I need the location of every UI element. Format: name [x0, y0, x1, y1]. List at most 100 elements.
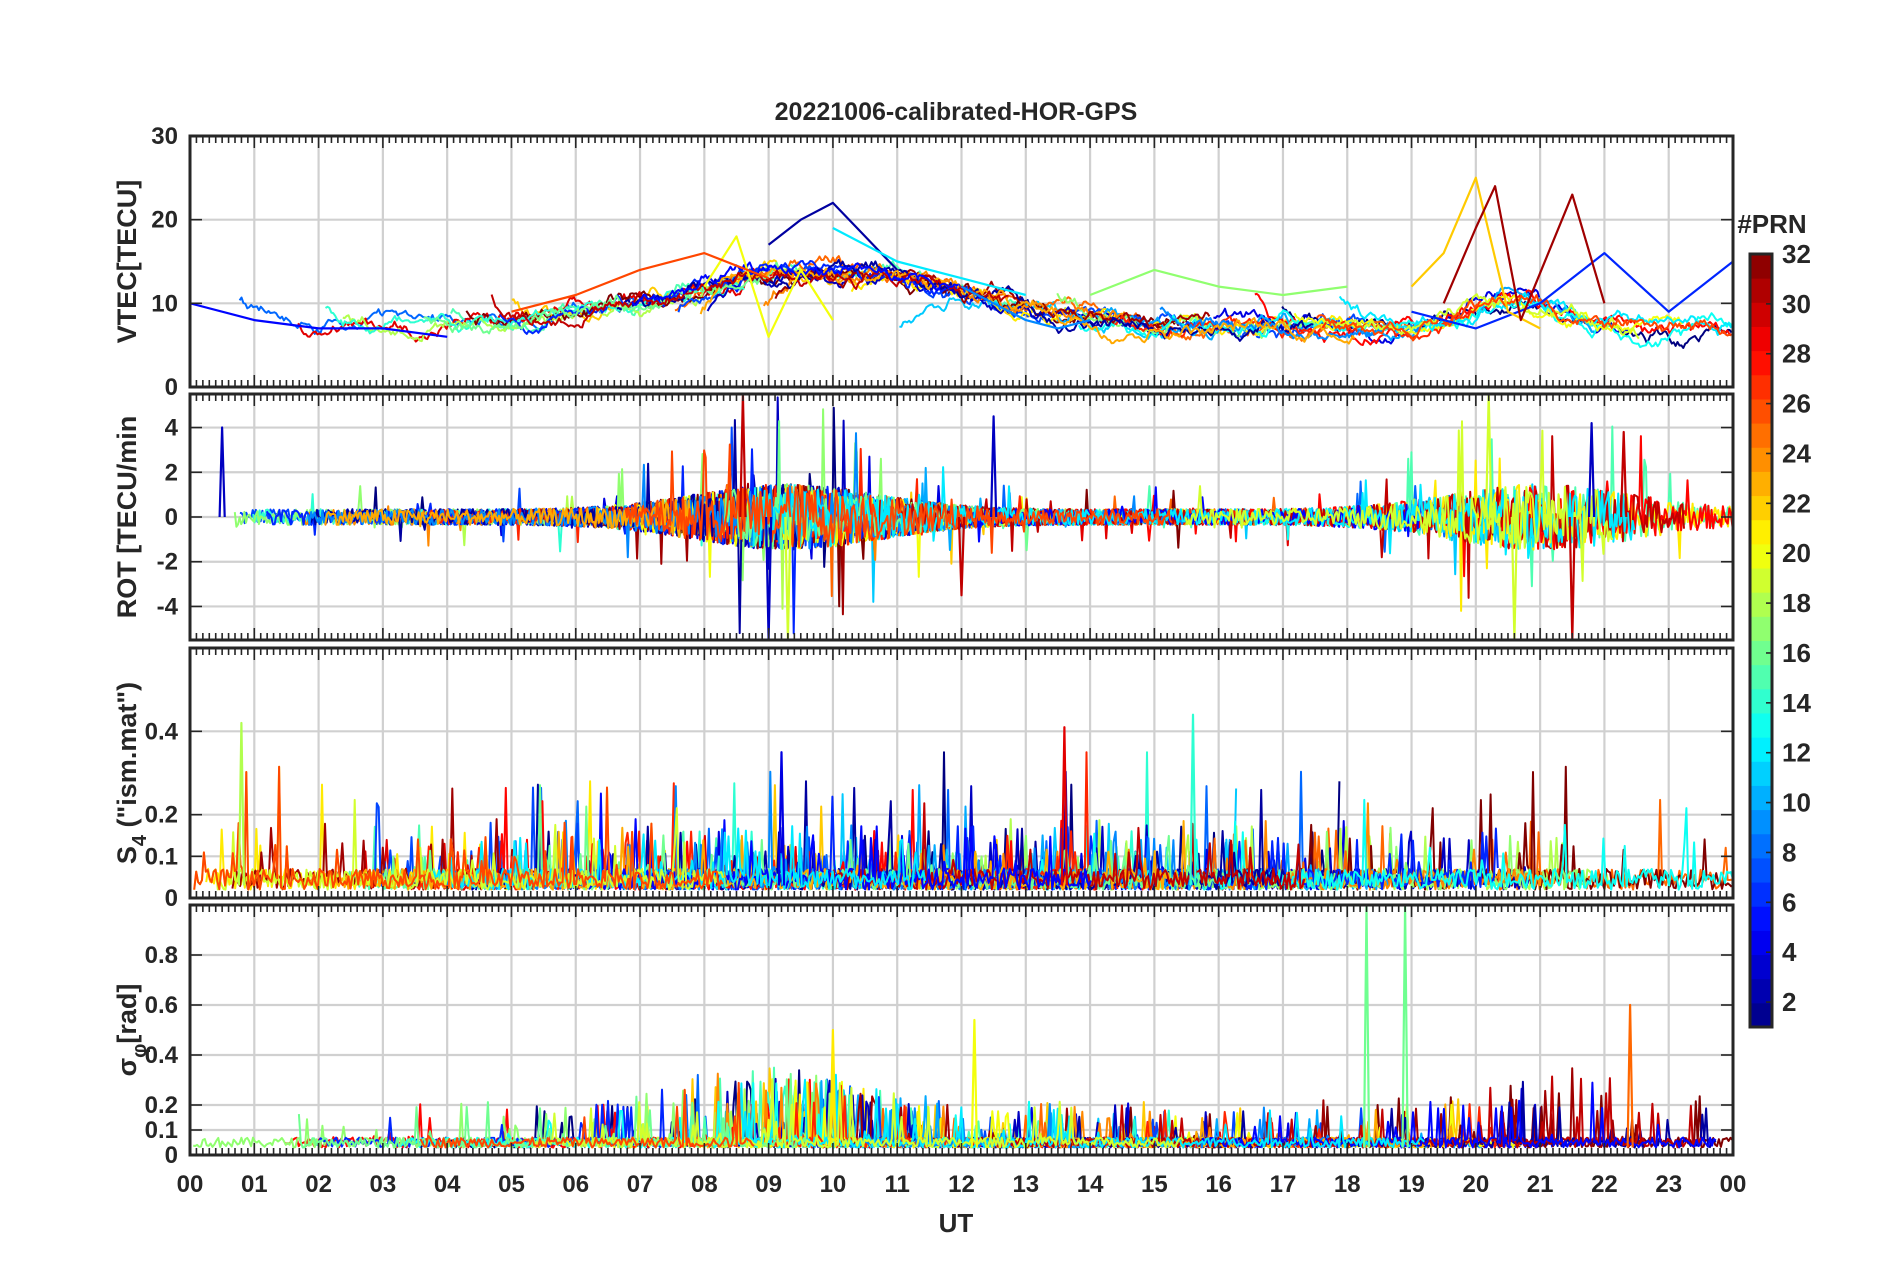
x-tick-label: 02	[305, 1171, 332, 1198]
y-axis-label: σφ[rad]	[112, 984, 151, 1077]
colorbar-label: #PRN	[1737, 209, 1806, 239]
colorbar-band	[1750, 447, 1772, 472]
trace-prn-26	[419, 1081, 755, 1149]
y-tick-label: -2	[157, 549, 178, 576]
x-tick-label: 06	[562, 1171, 589, 1198]
colorbar-band	[1750, 278, 1772, 303]
y-label-sub: 4	[129, 834, 151, 846]
spike-prn-30	[957, 516, 966, 597]
series-prn-5	[190, 302, 448, 338]
colorbar-tick-label: 22	[1782, 488, 1811, 518]
colorbar-band	[1750, 495, 1772, 521]
y-label-rest: [rad]	[112, 984, 142, 1044]
spike-prn-18	[237, 721, 246, 886]
y-axis-label: VTEC[TECU]	[112, 180, 142, 344]
colorbar-tick-label: 8	[1782, 837, 1796, 867]
x-tick-label: 09	[755, 1171, 782, 1198]
colorbar-tick-label: 14	[1782, 688, 1811, 718]
colorbar-band	[1750, 688, 1772, 714]
x-tick-label: 11	[885, 1171, 910, 1198]
x-tick-labels: 00 01 02 03 04 05 06 07 08 09 10 11 12 13 14 15 16 17 18 19…	[177, 1171, 1747, 1198]
panel-VTEC: 0 10 20 30 VTEC[TECU]	[112, 123, 1735, 401]
trace-prn-12	[734, 1073, 1425, 1149]
x-tick-label: 20	[1462, 1171, 1489, 1198]
x-tick-label: 00	[1720, 1171, 1747, 1198]
series-prn-20	[703, 235, 834, 338]
y-tick-label: -4	[157, 593, 179, 620]
series-prn-17	[1089, 268, 1348, 297]
y-tick-label: 0	[165, 1142, 178, 1169]
colorbar-band	[1750, 568, 1772, 593]
colorbar-band	[1750, 712, 1772, 738]
colorbar-band	[1750, 1002, 1772, 1028]
x-tick-label: 21	[1527, 1171, 1554, 1198]
colorbar-band	[1750, 543, 1772, 569]
x-tick-label: 16	[1205, 1171, 1232, 1198]
x-tick-label: 03	[370, 1171, 397, 1198]
trace-prn-26	[1315, 294, 1732, 342]
colorbar-band	[1750, 326, 1772, 352]
spike-prn-3	[990, 415, 998, 518]
colorbar-band	[1750, 640, 1772, 666]
spike-prn-30	[1568, 516, 1576, 640]
spike-prn-19	[1485, 394, 1493, 518]
colorbar-band	[1750, 398, 1772, 424]
series-prn-31	[1442, 185, 1606, 322]
colorbar-band	[1750, 350, 1772, 376]
trace-prn-19	[1184, 420, 1614, 582]
colorbar-band	[1750, 833, 1772, 859]
series-prn-9	[960, 285, 1091, 330]
colorbar-band	[1750, 471, 1772, 497]
panel-sigma_phi: 00.10.2 0.4 0.6 0.8 σφ[rad]	[112, 903, 1735, 1169]
spike-prn-14	[1189, 713, 1197, 886]
colorbar-band	[1750, 374, 1772, 400]
x-tick-label: 17	[1270, 1171, 1297, 1198]
y-tick-label: 0	[165, 885, 178, 912]
y-tick-label: 0.2	[145, 1092, 178, 1119]
colorbar-band	[1750, 616, 1772, 641]
y-tick-label: 0	[165, 374, 178, 401]
trace-prn-19	[211, 798, 725, 891]
y-label-main: S	[112, 846, 142, 864]
spike-prn-16	[1401, 905, 1409, 1148]
spike-prn-19	[784, 516, 792, 640]
colorbar-band	[1750, 302, 1772, 327]
traces-sigma_phi	[192, 905, 1733, 1149]
trace-prn-23	[699, 266, 1356, 345]
trace-prn-26	[624, 443, 1173, 554]
colorbar-band	[1750, 809, 1772, 835]
spike-prn-4	[777, 751, 786, 886]
x-tick-label: 08	[691, 1171, 718, 1198]
y-tick-label: 20	[151, 207, 178, 234]
trace-prn-16	[423, 261, 781, 335]
trace-prn-26	[193, 765, 724, 891]
colorbar-band	[1750, 254, 1772, 279]
colorbar-tick-label: 30	[1782, 289, 1811, 319]
trace-prn-30	[876, 435, 1685, 599]
spike-prn-30	[1620, 430, 1628, 518]
y-tick-label: 0.1	[145, 1117, 178, 1144]
colorbar-band	[1750, 423, 1772, 448]
spike-prn-30	[739, 394, 747, 518]
colorbar-tick-label: 28	[1782, 339, 1811, 369]
colorbar-band	[1750, 761, 1772, 786]
colorbar-band	[1750, 592, 1772, 617]
y-axis-label: S4 ("ism.mat")	[112, 682, 151, 864]
panel-S4: 00.10.20.4S4 ("ism.mat")	[112, 646, 1735, 912]
series-prn-12	[832, 227, 1027, 297]
x-axis-label: UT	[939, 1208, 974, 1238]
x-tick-label: 22	[1591, 1171, 1618, 1198]
colorbar-band	[1750, 737, 1772, 762]
y-tick-label: 30	[151, 123, 178, 150]
x-tick-label: 19	[1398, 1171, 1425, 1198]
x-tick-label: 00	[177, 1171, 204, 1198]
y-tick-label: 0.4	[145, 1042, 179, 1069]
y-tick-label: 0.4	[145, 718, 179, 745]
y-label-rest: ("ism.mat")	[112, 682, 142, 835]
x-tick-label: 14	[1077, 1171, 1104, 1198]
x-tick-label: 18	[1334, 1171, 1361, 1198]
colorbar-frame	[1748, 252, 1774, 1029]
x-tick-label: 07	[627, 1171, 654, 1198]
